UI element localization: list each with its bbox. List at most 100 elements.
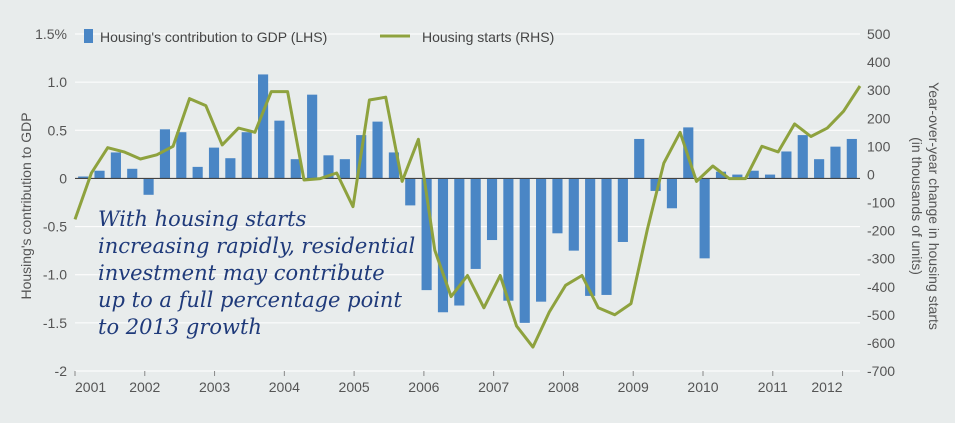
annotation-line: With housing starts xyxy=(98,207,307,231)
bar xyxy=(372,121,383,179)
left-tick-label: -1.0 xyxy=(43,267,67,283)
right-tick-label: 400 xyxy=(867,54,891,70)
annotation-line: to 2013 growth xyxy=(98,315,262,339)
x-tick-label: 2003 xyxy=(199,379,230,395)
left-tick-label: 0 xyxy=(59,170,67,186)
bar xyxy=(78,176,89,179)
bar xyxy=(486,178,498,241)
left-tick-label: 1.5% xyxy=(35,26,67,42)
left-tick-label: -0.5 xyxy=(43,219,67,235)
legend-label-starts: Housing starts (RHS) xyxy=(422,29,554,45)
x-tick-label: 2008 xyxy=(548,379,579,395)
right-tick-label: -600 xyxy=(867,335,895,351)
bar xyxy=(323,155,334,179)
annotation-line: up to a full percentage point xyxy=(98,288,402,312)
right-axis-title-line1: Year-over-year change in housing starts xyxy=(926,82,942,330)
housing-starts-line xyxy=(73,85,862,349)
legend: Housing's contribution to GDP (LHS) Hous… xyxy=(84,29,554,45)
bar-series xyxy=(78,74,857,323)
right-tick-label: 0 xyxy=(867,166,875,182)
bar xyxy=(748,170,759,179)
annotation-text: With housing starts increasing rapidly, … xyxy=(98,207,415,339)
bar xyxy=(192,166,203,179)
x-tick-label: 2004 xyxy=(269,379,300,395)
x-tick-label: 2010 xyxy=(687,379,718,395)
x-tick-label: 2012 xyxy=(811,379,842,395)
left-tick-label: -2 xyxy=(55,363,68,379)
bar xyxy=(634,138,645,179)
bar xyxy=(290,159,301,179)
bar xyxy=(585,178,596,296)
left-tick-label: 0.5 xyxy=(48,122,68,138)
x-tick-label: 2002 xyxy=(129,379,160,395)
bar xyxy=(519,178,530,323)
legend-bar-swatch xyxy=(84,29,93,43)
bar xyxy=(601,178,612,295)
bar xyxy=(846,138,857,179)
annotation-line: investment may contribute xyxy=(98,261,385,285)
right-tick-label: -400 xyxy=(867,279,895,295)
right-tick-label: -500 xyxy=(867,307,895,323)
bar xyxy=(568,178,579,251)
right-tick-label: 100 xyxy=(867,138,891,154)
bar xyxy=(699,178,710,259)
bar xyxy=(176,132,187,179)
right-tick-label: -200 xyxy=(867,223,895,239)
bar xyxy=(830,146,841,179)
bar xyxy=(764,174,776,179)
x-tick-label: 2006 xyxy=(408,379,439,395)
right-tick-label: 200 xyxy=(867,110,891,126)
bar xyxy=(110,152,121,179)
bar xyxy=(732,174,743,179)
right-tick-label: 300 xyxy=(867,82,891,98)
left-tick-label: 1.0 xyxy=(48,74,68,90)
bar xyxy=(503,178,514,301)
annotation-line: increasing rapidly, residential xyxy=(98,234,415,258)
bar xyxy=(143,178,154,195)
bar xyxy=(274,120,285,179)
right-tick-label: 500 xyxy=(867,26,891,42)
bar xyxy=(781,151,792,179)
x-tick-label: 2007 xyxy=(478,379,509,395)
x-axis: 2001 2002 2003 2004 2005 2006 2007 2008 2009 2010… xyxy=(74,371,844,395)
right-tick-label: -300 xyxy=(867,251,895,267)
bar xyxy=(405,178,416,206)
bar xyxy=(666,178,677,209)
bar xyxy=(225,158,236,179)
bar xyxy=(437,178,449,313)
bar xyxy=(421,178,432,291)
bar xyxy=(127,168,138,179)
bar xyxy=(454,178,465,306)
right-axis-title-line2: (in thousands of units) xyxy=(909,137,925,275)
bar xyxy=(617,178,628,242)
x-tick-label: 2001 xyxy=(75,379,106,395)
bar xyxy=(94,170,105,179)
bar xyxy=(339,159,350,179)
bar xyxy=(715,171,727,179)
bar xyxy=(814,159,825,179)
bar xyxy=(159,129,171,179)
line-series xyxy=(73,85,862,349)
right-tick-label: -100 xyxy=(867,195,895,211)
bar xyxy=(307,94,318,179)
bar xyxy=(241,132,252,179)
bar xyxy=(536,178,547,302)
right-axis-ticks: 500 400 300 200 100 0 -100 -200 -300 -400 -500 -600… xyxy=(867,26,895,379)
bar xyxy=(797,135,808,179)
left-tick-label: -1.5 xyxy=(43,315,67,331)
bar xyxy=(258,74,269,179)
right-tick-label: -700 xyxy=(867,363,895,379)
bar xyxy=(650,178,661,191)
left-axis-title: Housing's contribution to GDP xyxy=(18,112,34,299)
bar xyxy=(208,147,220,179)
legend-label-gdp: Housing's contribution to GDP (LHS) xyxy=(100,29,327,45)
left-axis-ticks: 1.5% 1.0 0.5 0 -0.5 -1.0 -1.5 -2 xyxy=(35,26,67,379)
bar xyxy=(552,178,563,234)
x-tick-label: 2005 xyxy=(339,379,370,395)
bar xyxy=(470,178,481,269)
bar xyxy=(388,152,399,179)
x-tick-label: 2009 xyxy=(618,379,649,395)
x-tick-label: 2011 xyxy=(758,379,788,395)
